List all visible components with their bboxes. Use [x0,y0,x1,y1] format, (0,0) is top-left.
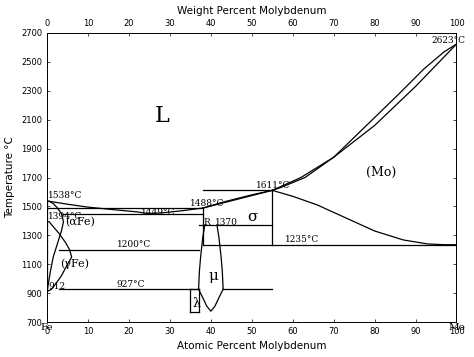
Text: 1200°C: 1200°C [117,240,151,249]
Text: 1235°C: 1235°C [284,235,319,244]
Text: λ: λ [192,297,201,310]
Text: 1394°C: 1394°C [48,212,82,221]
Y-axis label: Temperature °C: Temperature °C [6,137,16,218]
X-axis label: Weight Percent Molybdenum: Weight Percent Molybdenum [177,6,327,16]
Text: (αFe): (αFe) [65,217,95,227]
Text: Fe: Fe [41,323,54,332]
Text: 912: 912 [48,282,65,291]
Text: 1611°C: 1611°C [256,181,290,190]
Text: 927°C: 927°C [117,280,145,289]
Text: L: L [155,105,169,127]
Text: σ: σ [248,211,258,225]
Text: R: R [203,218,210,227]
Text: (Mo): (Mo) [366,166,397,179]
Text: (γFe): (γFe) [60,259,89,269]
Text: 1538°C: 1538°C [48,191,82,200]
Text: Mo: Mo [448,323,465,332]
X-axis label: Atomic Percent Molybdenum: Atomic Percent Molybdenum [177,341,327,351]
Text: 2623°C: 2623°C [432,36,466,45]
Text: μ: μ [209,269,219,283]
Text: 1370: 1370 [215,218,238,227]
Text: 1449°C: 1449°C [141,207,176,217]
Text: 1488°C: 1488°C [191,198,225,207]
